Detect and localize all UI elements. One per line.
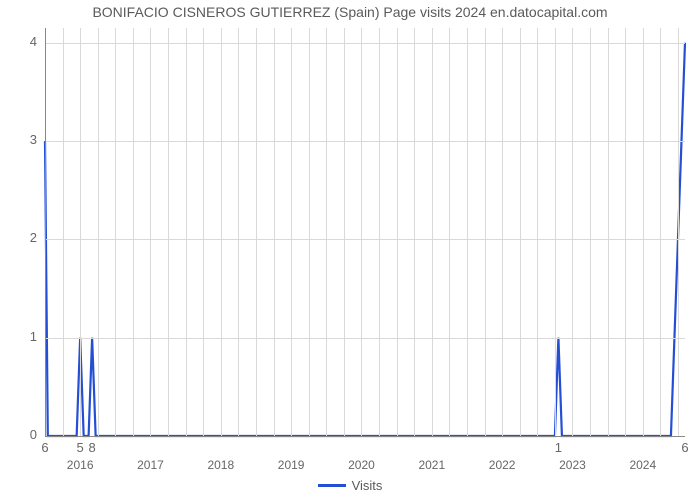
x-tick-label: 2016 <box>55 458 105 472</box>
grid-line-vertical <box>432 28 433 436</box>
grid-line-vertical <box>397 28 398 436</box>
grid-line-vertical <box>379 28 380 436</box>
y-tick-label: 1 <box>0 329 37 344</box>
grid-line-vertical <box>326 28 327 436</box>
x-axis-line <box>45 436 685 437</box>
grid-line-vertical <box>625 28 626 436</box>
grid-line-vertical <box>203 28 204 436</box>
grid-line-vertical <box>520 28 521 436</box>
grid-line-vertical <box>238 28 239 436</box>
legend: Visits <box>0 478 700 493</box>
grid-line-vertical <box>361 28 362 436</box>
chart-container: BONIFACIO CISNEROS GUTIERREZ (Spain) Pag… <box>0 0 700 500</box>
grid-line-vertical <box>660 28 661 436</box>
grid-line-vertical <box>309 28 310 436</box>
value-label: 1 <box>548 440 568 455</box>
grid-line-vertical <box>414 28 415 436</box>
grid-line-vertical <box>186 28 187 436</box>
grid-line-vertical <box>678 28 679 436</box>
x-tick-label: 2019 <box>266 458 316 472</box>
grid-line-vertical <box>98 28 99 436</box>
grid-line-vertical <box>63 28 64 436</box>
legend-swatch <box>318 484 346 487</box>
grid-line-vertical <box>502 28 503 436</box>
x-tick-label: 2024 <box>618 458 668 472</box>
y-tick-label: 4 <box>0 34 37 49</box>
grid-line-horizontal <box>45 43 685 44</box>
grid-line-vertical <box>643 28 644 436</box>
grid-line-vertical <box>150 28 151 436</box>
grid-line-vertical <box>344 28 345 436</box>
grid-line-vertical <box>537 28 538 436</box>
grid-line-vertical <box>168 28 169 436</box>
x-tick-label: 2021 <box>407 458 457 472</box>
grid-line-horizontal <box>45 141 685 142</box>
grid-line-vertical <box>133 28 134 436</box>
x-tick-label: 2022 <box>477 458 527 472</box>
legend-label: Visits <box>352 478 383 493</box>
grid-line-horizontal <box>45 338 685 339</box>
grid-line-vertical <box>467 28 468 436</box>
grid-line-vertical <box>485 28 486 436</box>
y-tick-label: 0 <box>0 427 37 442</box>
grid-line-horizontal <box>45 239 685 240</box>
x-tick-label: 2020 <box>336 458 386 472</box>
grid-line-vertical <box>80 28 81 436</box>
x-tick-label: 2018 <box>196 458 246 472</box>
grid-line-vertical <box>274 28 275 436</box>
value-label: 6 <box>35 440 55 455</box>
value-label: 8 <box>82 440 102 455</box>
grid-line-vertical <box>115 28 116 436</box>
value-label: 6 <box>675 440 695 455</box>
y-tick-label: 2 <box>0 230 37 245</box>
x-tick-label: 2017 <box>125 458 175 472</box>
grid-line-vertical <box>590 28 591 436</box>
grid-line-vertical <box>256 28 257 436</box>
grid-line-vertical <box>572 28 573 436</box>
y-axis-line <box>45 28 46 436</box>
x-tick-label: 2023 <box>547 458 597 472</box>
line-series <box>0 0 700 500</box>
grid-line-vertical <box>449 28 450 436</box>
grid-line-vertical <box>608 28 609 436</box>
grid-line-vertical <box>555 28 556 436</box>
grid-line-vertical <box>291 28 292 436</box>
y-tick-label: 3 <box>0 132 37 147</box>
grid-line-vertical <box>221 28 222 436</box>
